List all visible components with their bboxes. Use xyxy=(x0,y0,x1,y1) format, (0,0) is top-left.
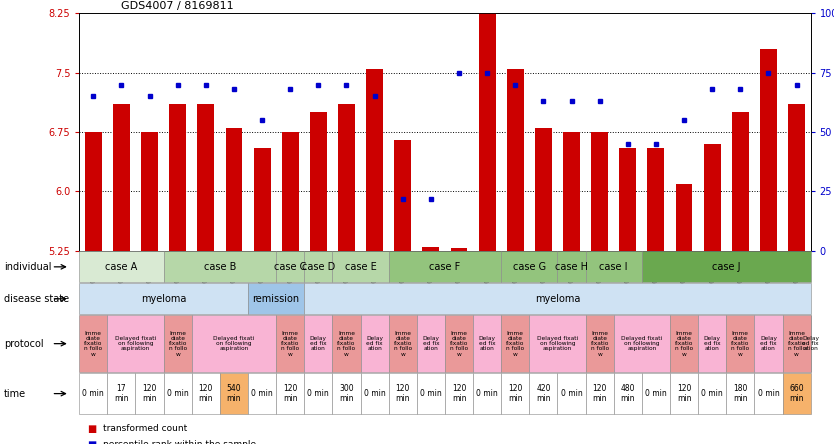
Text: Delay
ed fix
ation: Delay ed fix ation xyxy=(479,336,495,351)
Text: case I: case I xyxy=(600,262,628,272)
Text: case A: case A xyxy=(105,262,138,272)
Text: Delay
ed fix
ation: Delay ed fix ation xyxy=(704,336,721,351)
Text: Delayed fixati
on following
aspiration: Delayed fixati on following aspiration xyxy=(621,336,662,351)
Bar xyxy=(450,249,467,251)
Bar xyxy=(366,69,383,251)
Text: Delayed fixati
on following
aspiration: Delayed fixati on following aspiration xyxy=(214,336,254,351)
Bar xyxy=(113,104,130,251)
Bar xyxy=(563,132,580,251)
Bar xyxy=(282,132,299,251)
Text: 0 min: 0 min xyxy=(476,389,498,398)
Text: Delay
ed fix
ation: Delay ed fix ation xyxy=(422,336,440,351)
Text: Imme
diate
fixatio
n follo
w: Imme diate fixatio n follo w xyxy=(168,331,187,357)
Text: ■: ■ xyxy=(88,440,97,444)
Text: Imme
diate
fixatio
n follo
w: Imme diate fixatio n follo w xyxy=(337,331,355,357)
Text: time: time xyxy=(4,388,27,399)
Text: case B: case B xyxy=(203,262,236,272)
Bar xyxy=(198,104,214,251)
Text: Delay
ed fix
ation: Delay ed fix ation xyxy=(310,336,327,351)
Bar xyxy=(732,112,749,251)
Text: individual: individual xyxy=(4,262,52,272)
Bar xyxy=(760,49,777,251)
Text: Imme
diate
fixatio
n follo
w: Imme diate fixatio n follo w xyxy=(84,331,103,357)
Text: case J: case J xyxy=(712,262,741,272)
Bar xyxy=(535,128,552,251)
Bar xyxy=(85,132,102,251)
Bar xyxy=(423,247,440,251)
Text: Imme
diate
fixatio
n follo
w: Imme diate fixatio n follo w xyxy=(450,331,468,357)
Text: Delayed fixati
on following
aspiration: Delayed fixati on following aspiration xyxy=(537,336,578,351)
Text: protocol: protocol xyxy=(4,339,44,349)
Text: 0 min: 0 min xyxy=(645,389,667,398)
Text: 540
min: 540 min xyxy=(227,385,241,403)
Text: 0 min: 0 min xyxy=(560,389,582,398)
Text: Imme
diate
fixatio
n follo
w: Imme diate fixatio n follo w xyxy=(281,331,299,357)
Text: case D: case D xyxy=(302,262,335,272)
Text: myeloma: myeloma xyxy=(535,294,580,304)
Text: Imme
diate
fixatio
n follo
w: Imme diate fixatio n follo w xyxy=(590,331,609,357)
Text: 420
min: 420 min xyxy=(536,385,550,403)
Text: 300
min: 300 min xyxy=(339,385,354,403)
Text: 0 min: 0 min xyxy=(167,389,188,398)
Bar xyxy=(788,104,805,251)
Bar xyxy=(338,104,355,251)
Bar xyxy=(620,148,636,251)
Text: 17
min: 17 min xyxy=(114,385,128,403)
Text: 120
min: 120 min xyxy=(198,385,213,403)
Text: Imme
diate
fixatio
n follo
w: Imme diate fixatio n follo w xyxy=(787,331,806,357)
Text: myeloma: myeloma xyxy=(141,294,186,304)
Text: case G: case G xyxy=(513,262,546,272)
Text: 660
min: 660 min xyxy=(789,385,804,403)
Text: 120
min: 120 min xyxy=(452,385,466,403)
Text: 0 min: 0 min xyxy=(420,389,442,398)
Text: case E: case E xyxy=(344,262,376,272)
Text: Imme
diate
fixatio
n follo
w: Imme diate fixatio n follo w xyxy=(506,331,525,357)
Text: case C: case C xyxy=(274,262,306,272)
Bar xyxy=(704,144,721,251)
Text: percentile rank within the sample: percentile rank within the sample xyxy=(103,440,256,444)
Text: 120
min: 120 min xyxy=(395,385,410,403)
Bar xyxy=(169,104,186,251)
Text: Delayed fixati
on following
aspiration: Delayed fixati on following aspiration xyxy=(115,336,156,351)
Bar xyxy=(225,128,243,251)
Bar xyxy=(591,132,608,251)
Text: 0 min: 0 min xyxy=(251,389,273,398)
Text: 0 min: 0 min xyxy=(364,389,385,398)
Bar xyxy=(676,183,692,251)
Text: ■: ■ xyxy=(88,424,97,434)
Text: Imme
diate
fixatio
n follo
w: Imme diate fixatio n follo w xyxy=(731,331,750,357)
Text: 0 min: 0 min xyxy=(83,389,104,398)
Text: 120
min: 120 min xyxy=(592,385,607,403)
Bar xyxy=(647,148,665,251)
Text: 0 min: 0 min xyxy=(701,389,723,398)
Text: case F: case F xyxy=(430,262,460,272)
Text: Delay
ed fix
ation: Delay ed fix ation xyxy=(366,336,383,351)
Text: disease state: disease state xyxy=(4,294,69,304)
Text: 120
min: 120 min xyxy=(283,385,298,403)
Text: Delay
ed fix
ation: Delay ed fix ation xyxy=(802,336,819,351)
Text: 480
min: 480 min xyxy=(620,385,635,403)
Text: Imme
diate
fixatio
n follo
w: Imme diate fixatio n follo w xyxy=(394,331,412,357)
Bar xyxy=(507,69,524,251)
Text: 120
min: 120 min xyxy=(508,385,523,403)
Bar xyxy=(394,140,411,251)
Text: case H: case H xyxy=(555,262,588,272)
Bar xyxy=(479,0,495,251)
Text: GDS4007 / 8169811: GDS4007 / 8169811 xyxy=(121,1,234,11)
Text: Imme
diate
fixatio
n follo
w: Imme diate fixatio n follo w xyxy=(675,331,693,357)
Text: 0 min: 0 min xyxy=(757,389,779,398)
Text: Delay
ed fix
ation: Delay ed fix ation xyxy=(760,336,777,351)
Text: 0 min: 0 min xyxy=(308,389,329,398)
Text: remission: remission xyxy=(253,294,299,304)
Text: 180
min: 180 min xyxy=(733,385,747,403)
Bar xyxy=(310,112,327,251)
Text: transformed count: transformed count xyxy=(103,424,187,433)
Text: 120
min: 120 min xyxy=(143,385,157,403)
Bar xyxy=(141,132,158,251)
Bar xyxy=(254,148,270,251)
Text: 120
min: 120 min xyxy=(677,385,691,403)
